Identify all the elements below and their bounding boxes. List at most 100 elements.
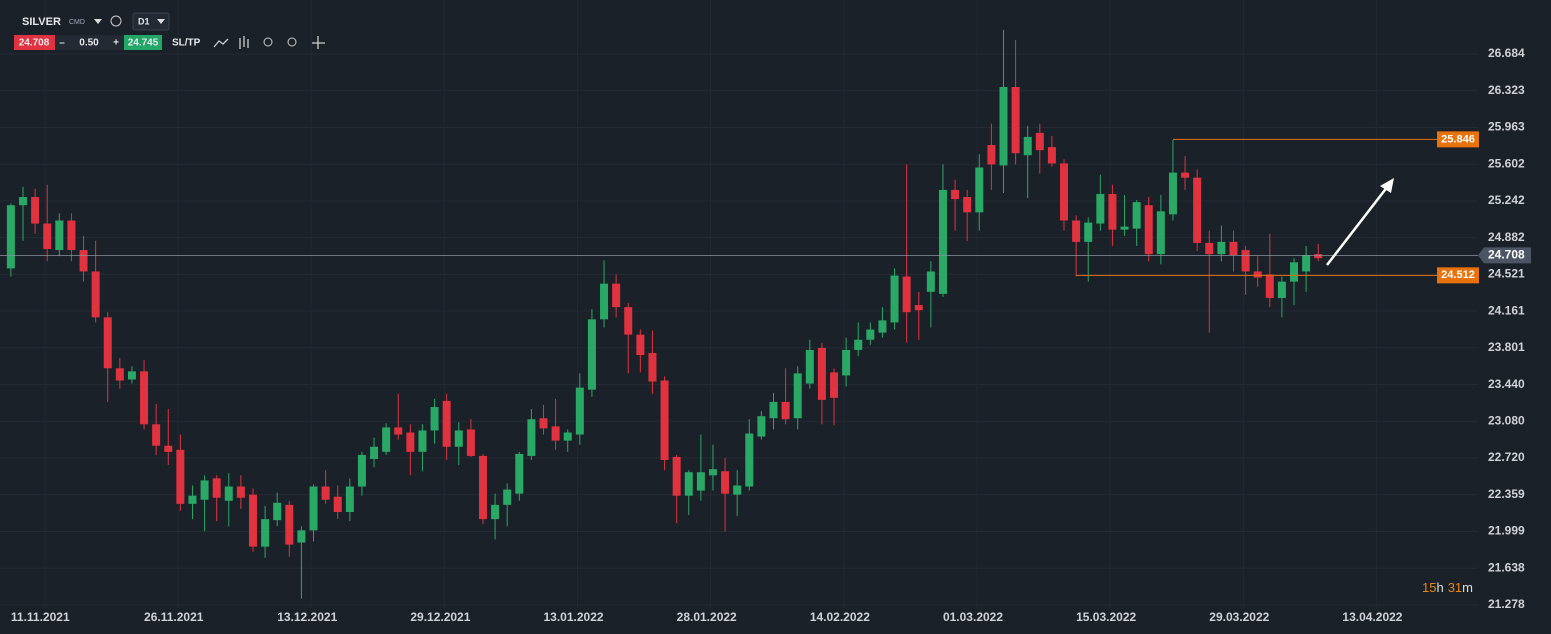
symbol[interactable]: SILVER <box>22 16 61 28</box>
candle-body <box>1132 202 1141 229</box>
candle-body <box>1168 172 1177 215</box>
candle-body <box>926 271 935 292</box>
candle-body <box>188 495 197 504</box>
arrow-annotation <box>1326 178 1394 266</box>
sell-button[interactable] <box>14 35 55 50</box>
minus[interactable]: – <box>59 38 65 49</box>
y-tick-label: 21.999 <box>1488 524 1525 538</box>
candle-body <box>1096 193 1105 224</box>
candle-body <box>1253 271 1262 278</box>
x-tick-label: 14.02.2022 <box>810 610 870 624</box>
candle-body <box>575 387 584 435</box>
x-tick-label: 28.01.2022 <box>677 610 737 624</box>
y-tick-label: 23.080 <box>1488 413 1525 427</box>
y-tick-label: 21.278 <box>1488 597 1525 611</box>
candle-body <box>261 519 270 547</box>
x-tick-label: 29.12.2021 <box>410 610 470 624</box>
candle-body <box>478 455 487 520</box>
candle-body <box>1035 132 1044 151</box>
candle-body <box>951 189 960 200</box>
current-price-label: 24.708 <box>1488 248 1525 262</box>
sltp[interactable]: SL/TP <box>172 38 201 49</box>
plus[interactable]: + <box>113 38 119 49</box>
candle-body <box>212 478 221 498</box>
x-tick-label: 01.03.2022 <box>943 610 1003 624</box>
candle-body <box>43 223 52 250</box>
candle-body <box>878 320 887 333</box>
candle-body <box>914 305 923 311</box>
arrow-head <box>1380 178 1394 193</box>
candle-body <box>975 167 984 213</box>
candle-body <box>248 494 257 547</box>
move-icon[interactable] <box>312 36 325 49</box>
candle-body <box>1120 226 1129 230</box>
line-chart-icon[interactable] <box>213 38 229 48</box>
candle-body <box>600 283 609 320</box>
zoom-out-icon[interactable] <box>263 37 273 47</box>
candle-body <box>769 401 778 419</box>
dropdown-icon[interactable] <box>157 19 165 24</box>
y-tick-label: 22.359 <box>1488 487 1525 501</box>
candle-body <box>176 449 185 504</box>
candle-body <box>636 334 645 356</box>
x-tick-label: 26.11.2021 <box>144 610 204 624</box>
candle-body <box>357 454 366 487</box>
candle-body <box>721 471 730 494</box>
candle-body <box>309 486 318 531</box>
candle-body <box>285 504 294 545</box>
x-tick-label: 29.03.2022 <box>1209 610 1269 624</box>
candle-body <box>902 276 911 313</box>
y-tick-label: 25.242 <box>1488 193 1525 207</box>
candle-body <box>273 502 282 521</box>
info-icon[interactable] <box>110 15 122 27</box>
candle-body <box>236 486 245 498</box>
countdown-part: 31 <box>1448 580 1462 595</box>
candle-body <box>563 432 572 441</box>
candle-body <box>454 430 463 447</box>
x-tick-label: 11.11.2021 <box>11 610 70 624</box>
arrow-line <box>1326 185 1389 266</box>
y-tick-label: 23.801 <box>1488 340 1525 354</box>
overlay: 24.708 25.846 24.512 <box>0 131 1531 284</box>
candle-body <box>115 368 124 381</box>
candle-body <box>370 446 379 459</box>
candle-body <box>757 416 766 437</box>
candle-body <box>866 329 875 340</box>
buy-button[interactable] <box>124 35 162 50</box>
bid[interactable]: 24.708 <box>19 38 50 49</box>
candle-body <box>987 145 996 165</box>
candle-body <box>79 250 88 272</box>
candle-body <box>55 220 64 251</box>
y-tick-label: 26.684 <box>1488 46 1525 60</box>
candle-body <box>1193 177 1202 243</box>
candle-body <box>624 307 633 335</box>
timeframe-box[interactable] <box>132 12 170 31</box>
ask[interactable]: 24.745 <box>128 38 159 49</box>
candle-body <box>842 349 851 376</box>
level-tag <box>1437 131 1479 148</box>
volume[interactable]: 0.50 <box>79 38 99 49</box>
candle-body <box>1156 211 1165 255</box>
dropdown-icon[interactable] <box>94 19 102 24</box>
candle-body <box>1047 147 1056 164</box>
timeframe[interactable]: D1 <box>138 16 150 26</box>
x-tick-label: 13.04.2022 <box>1342 610 1402 624</box>
candle-icon[interactable] <box>239 36 249 49</box>
candle-body <box>31 197 40 224</box>
candle-body <box>91 271 100 318</box>
candle-body <box>1144 205 1153 255</box>
market: CMD <box>69 19 85 26</box>
candle-body <box>297 530 306 543</box>
candle-body <box>224 486 233 501</box>
candle-body <box>696 472 705 491</box>
volume-box[interactable] <box>55 35 124 50</box>
candle-body <box>152 424 161 446</box>
y-tick-label: 24.882 <box>1488 230 1525 244</box>
candle-body <box>1302 255 1311 272</box>
candle-body <box>1241 250 1250 272</box>
y-tick-label: 24.521 <box>1488 267 1525 281</box>
zoom-in-icon[interactable] <box>287 37 297 47</box>
countdown-hours: 15h 31m <box>1422 580 1473 595</box>
candle-body <box>805 349 814 384</box>
candle-body <box>103 317 112 369</box>
